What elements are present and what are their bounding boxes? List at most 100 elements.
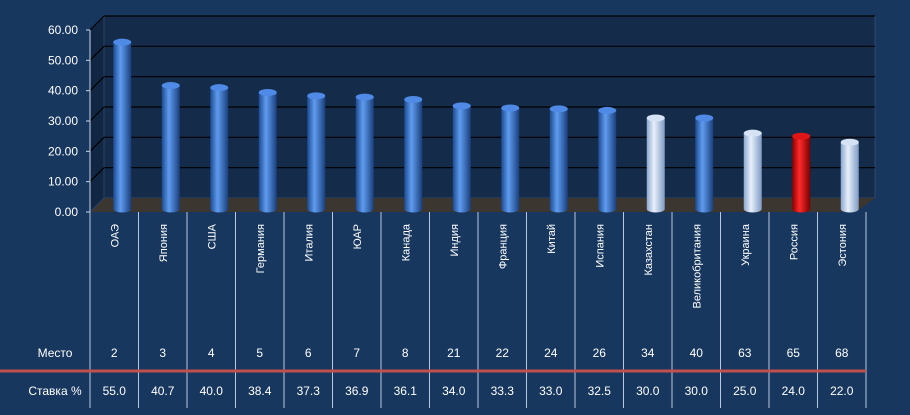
y-tick-label: 0.00 (55, 205, 79, 219)
x-tick-label: Франция (497, 224, 509, 269)
bar-top (307, 92, 326, 100)
x-tick-label: Казахстан (643, 224, 655, 276)
gridline-side (89, 167, 105, 183)
table-cell: 22.0 (830, 384, 854, 398)
x-tick-label: Япония (158, 224, 170, 262)
bar-body (501, 107, 520, 213)
table-cell: 34.0 (442, 384, 466, 398)
x-tick-label: Италия (303, 224, 315, 262)
table-cell: 30.0 (685, 384, 709, 398)
bar (404, 95, 423, 213)
bar (501, 104, 520, 213)
bar-body (113, 42, 132, 213)
table-cell: 40.0 (200, 384, 224, 398)
bar-top (646, 114, 665, 122)
x-tick-label: Китай (546, 224, 558, 254)
bar-top (792, 132, 811, 140)
table-cell: 26 (593, 346, 607, 360)
table-row-label: Место (38, 346, 73, 360)
table-cell: 33.3 (491, 384, 515, 398)
x-tick-label: Великобритания (691, 224, 703, 309)
bar-body (210, 87, 229, 213)
table-row-label: Ставка % (28, 384, 82, 398)
x-axis-labels: ОАЭ Япония США Германия Италия ЮАР Канада Индия… (109, 223, 849, 308)
bar-body (840, 142, 859, 213)
bar-top (404, 95, 423, 103)
table-cell: 36.1 (394, 384, 418, 398)
x-tick-label: Испания (594, 224, 606, 268)
table-cell: 6 (305, 346, 312, 360)
bar-body (258, 92, 277, 213)
y-tick-label: 40.00 (48, 84, 78, 98)
bar (598, 106, 617, 213)
bar-top (355, 93, 374, 101)
table-cell: 4 (208, 346, 215, 360)
bar-top (161, 82, 180, 90)
bar-top (501, 104, 520, 112)
bar (695, 114, 714, 213)
gridline-side (89, 76, 105, 92)
bar (792, 132, 811, 213)
x-tick-label: ЮАР (352, 224, 364, 249)
bar-top (840, 138, 859, 146)
gridline-side (89, 15, 105, 31)
table-cell: 55.0 (103, 384, 127, 398)
gridline-side (89, 136, 105, 152)
table-cell: 8 (402, 346, 409, 360)
table-cell: 22 (496, 346, 510, 360)
x-tick-label: Эстония (837, 224, 849, 267)
y-tick-label: 60.00 (48, 23, 78, 37)
table-cell: 32.5 (588, 384, 612, 398)
table-cell: 24.0 (782, 384, 806, 398)
table-cell: 3 (159, 346, 166, 360)
table-cell: 7 (353, 346, 360, 360)
bar-body (452, 105, 471, 213)
bar-body (161, 85, 180, 213)
bar-body (307, 95, 326, 213)
bar-body (646, 118, 665, 213)
y-tick-label: 50.00 (48, 53, 78, 67)
table-cell: 5 (256, 346, 263, 360)
table-cell: 34 (641, 346, 655, 360)
bar-body (355, 97, 374, 213)
bar (355, 93, 374, 213)
bar (840, 138, 859, 213)
bar-top (695, 114, 714, 122)
y-tick-label: 20.00 (48, 144, 78, 158)
bar-top (113, 38, 132, 46)
bar (549, 105, 568, 213)
x-tick-label: Канада (400, 223, 412, 261)
bar-body (404, 99, 423, 213)
x-tick-label: Германия (255, 224, 267, 273)
y-tick-label: 30.00 (48, 114, 78, 128)
table-cell: 40 (690, 346, 704, 360)
gridline-side (89, 45, 105, 61)
bar-body (695, 118, 714, 213)
table-cell: 68 (835, 346, 849, 360)
x-tick-label: Индия (449, 224, 461, 257)
x-tick-label: Украина (740, 223, 752, 266)
table-cell: 40.7 (151, 384, 175, 398)
bar-body (549, 108, 568, 213)
table-cell: 24 (544, 346, 558, 360)
bar (743, 129, 762, 213)
x-tick-label: США (206, 223, 218, 249)
bar-top (452, 102, 471, 110)
bar-top (549, 105, 568, 113)
bar-body (792, 136, 811, 213)
bar (307, 92, 326, 213)
bar (210, 84, 229, 213)
y-tick-label: 10.00 (48, 175, 78, 189)
bar-top (258, 89, 277, 97)
bar-top (210, 84, 229, 92)
table-cell: 37.3 (297, 384, 321, 398)
table-cell: 33.0 (539, 384, 563, 398)
table-cell: 30.0 (636, 384, 660, 398)
gridline-side (89, 106, 105, 122)
table-cell: 36.9 (345, 384, 369, 398)
bar (161, 82, 180, 213)
table-cell: 25.0 (733, 384, 757, 398)
y-axis: 0.00 10.00 20.00 30.00 40.00 50.00 60.00 (48, 23, 91, 219)
table-cell: 65 (787, 346, 801, 360)
